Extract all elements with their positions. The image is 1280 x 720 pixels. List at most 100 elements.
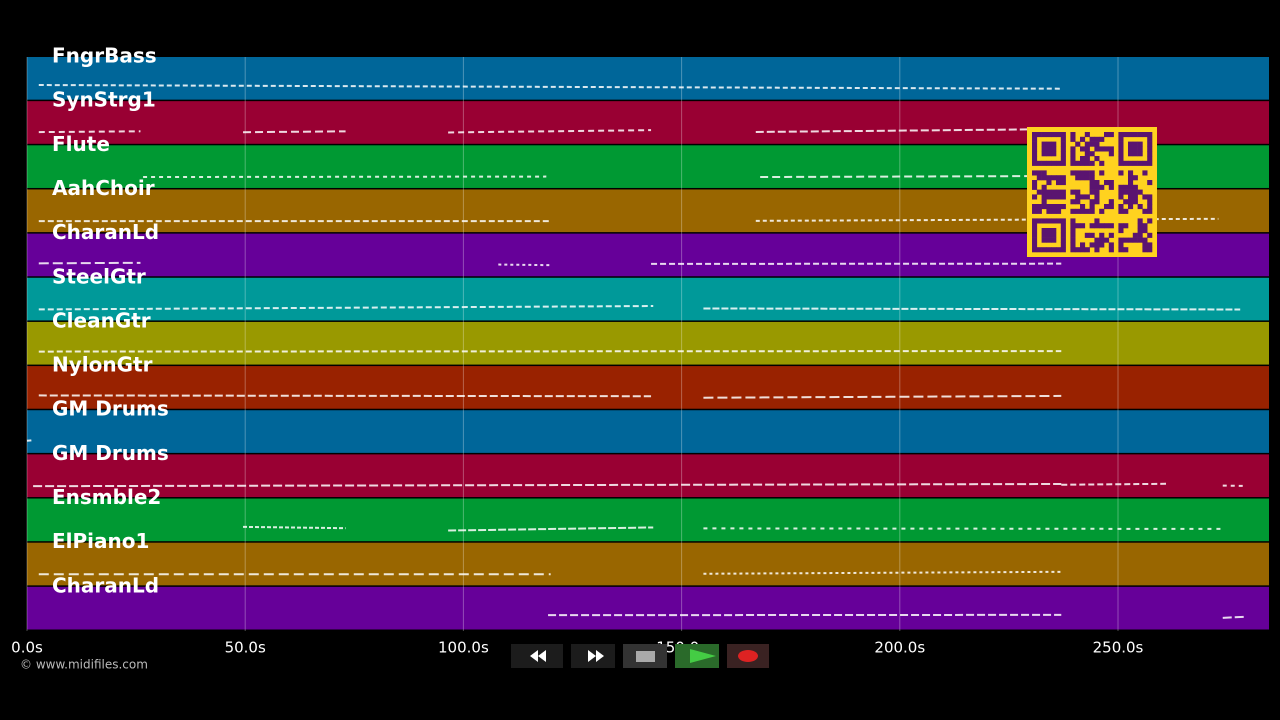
qr-module [1128,141,1134,147]
qr-module [1147,180,1153,186]
qr-module [1075,199,1081,205]
qr-module [1032,184,1038,190]
track-name: GM Drums [52,441,169,465]
qr-module [1118,151,1124,157]
qr-module [1032,146,1038,152]
qr-module [1123,199,1129,205]
qr-module [1104,223,1110,229]
qr-module [1051,204,1057,210]
track-name: AahChoir [52,176,155,200]
qr-module [1099,146,1105,152]
qr-module [1032,160,1038,166]
qr-module [1094,194,1100,200]
qr-module [1046,160,1052,166]
note-run [243,130,346,134]
qr-module [1032,204,1038,210]
qr-module [1046,194,1052,200]
qr-module [1108,204,1114,210]
qr-module [1137,237,1143,243]
qr-module [1041,204,1047,210]
qr-module [1142,194,1148,200]
qr-module [1099,242,1105,248]
qr-module [1147,146,1153,152]
qr-module [1041,160,1047,166]
qr-module [1132,132,1138,138]
qr-module [1041,146,1047,152]
qr-module [1128,180,1134,186]
qr-module [1060,180,1066,186]
qr-module [1080,175,1086,181]
qr-module [1132,194,1138,200]
qr-module [1032,247,1038,253]
qr-module [1128,170,1134,176]
qr-module [1099,160,1105,166]
qr-module [1036,247,1042,253]
qr-module [1132,151,1138,157]
qr-module [1070,232,1076,238]
qr-module [1051,218,1057,224]
qr-module [1084,175,1090,181]
qr-module [1051,151,1057,157]
qr-module [1084,170,1090,176]
note-run [703,527,1223,530]
qr-module [1036,175,1042,181]
qr-module [1060,204,1066,210]
qr-module [1147,242,1153,248]
track-row [27,586,1269,630]
qr-module [1051,141,1057,147]
qr-module [1123,132,1129,138]
track-name: ElPiano1 [52,529,149,553]
qr-module [1094,247,1100,253]
track-name: CleanGtr [52,308,151,332]
qr-module [1051,232,1057,238]
qr-module [1147,141,1153,147]
qr-module [1099,232,1105,238]
qr-module [1118,141,1124,147]
qr-module [1046,232,1052,238]
qr-module [1070,160,1076,166]
qr-module [1036,170,1042,176]
note-run [498,263,551,267]
qr-module [1142,132,1148,138]
qr-module [1080,194,1086,200]
qr-module [1123,189,1129,195]
qr-module [1084,146,1090,152]
qr-module [1137,189,1143,195]
qr-module [1084,151,1090,157]
qr-module [1094,223,1100,229]
qr-module [1060,151,1066,157]
qr-module [1075,141,1081,147]
qr-module [1128,175,1134,181]
qr-module [1104,146,1110,152]
qr-module [1060,146,1066,152]
qr-module [1032,242,1038,248]
qr-module [1041,199,1047,205]
qr-module [1084,247,1090,253]
qr-module [1080,223,1086,229]
qr-module [1051,160,1057,166]
qr-module [1080,208,1086,214]
qr-module [1089,170,1095,176]
note-run [755,128,1031,133]
qr-module [1060,189,1066,195]
qr-module [1041,151,1047,157]
qr-module [1084,141,1090,147]
note-run [38,261,141,265]
qr-module [1070,218,1076,224]
qr-module [1060,160,1066,166]
qr-module [1099,170,1105,176]
track-name: SteelGtr [52,264,146,288]
qr-module [1094,199,1100,205]
qr-module [1089,184,1095,190]
qr-module [1104,132,1110,138]
qr-module [1056,247,1062,253]
qr-module [1070,199,1076,205]
qr-module [1070,242,1076,248]
qr-module [1041,141,1047,147]
note-run [448,129,652,134]
qr-module [1075,208,1081,214]
qr-module [1070,136,1076,142]
qr-module [1051,237,1057,243]
qr-module [1132,160,1138,166]
qr-module [1137,228,1143,234]
